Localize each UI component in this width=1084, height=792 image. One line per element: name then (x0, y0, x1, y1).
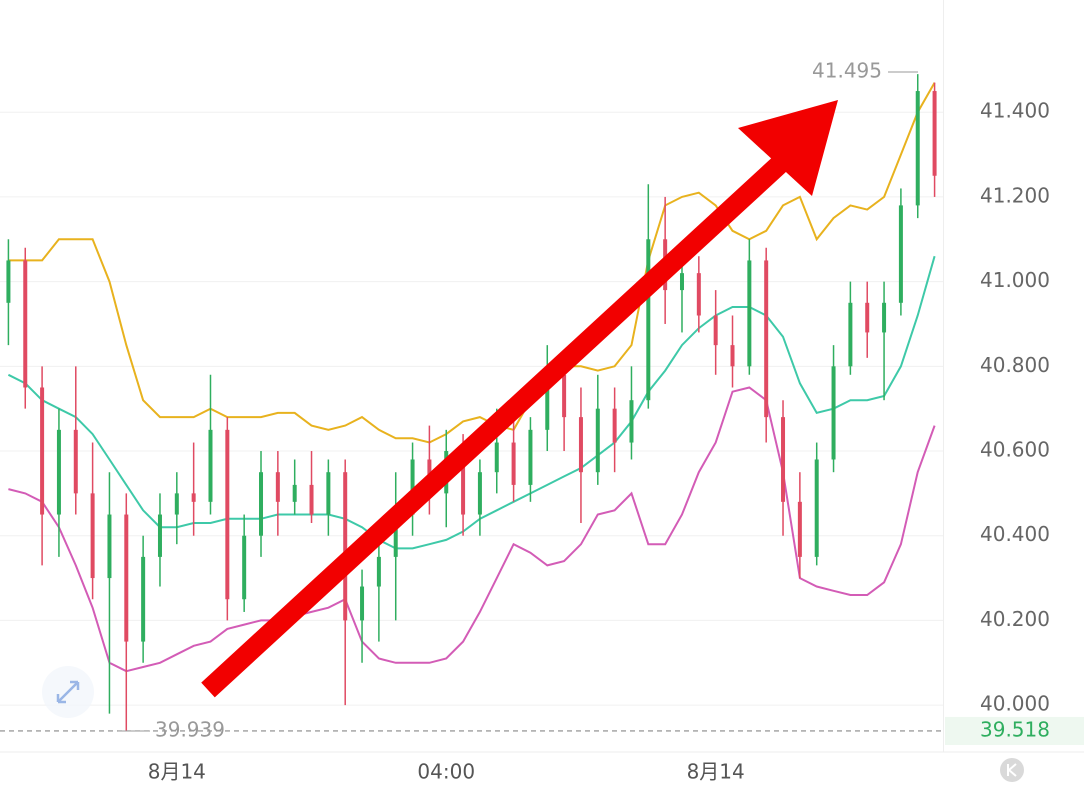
last-price-label: 39.518 (980, 717, 1050, 741)
candle-body (612, 408, 617, 443)
candle-body (107, 514, 112, 579)
candle-body (40, 387, 45, 515)
candle-body (376, 556, 381, 587)
y-tick-label: 41.400 (980, 99, 1050, 123)
min-label: 39.939 (155, 717, 225, 741)
candle-body (831, 366, 836, 460)
k-button[interactable] (1000, 758, 1024, 782)
y-tick-label: 40.000 (980, 692, 1050, 716)
candle-body (477, 472, 482, 515)
candle-body (259, 472, 264, 536)
y-tick-label: 41.000 (980, 268, 1050, 292)
k-icon[interactable] (1007, 763, 1017, 777)
candle-body (545, 374, 550, 430)
candle-body (814, 459, 819, 557)
candle-body (326, 472, 331, 515)
candle-body (882, 302, 887, 333)
candle-body (393, 514, 398, 557)
candle-body (90, 493, 95, 579)
candle-body (713, 315, 718, 346)
y-tick-label: 40.200 (980, 607, 1050, 631)
candle-body (562, 374, 567, 418)
band-line (7, 255, 936, 550)
candle-body (797, 501, 802, 557)
candle-body (764, 260, 769, 418)
candle-body (242, 535, 247, 600)
candle-body (915, 91, 920, 206)
candle-body (275, 472, 280, 502)
candle-body (225, 429, 230, 600)
candle-body (23, 260, 28, 388)
candle-body (461, 451, 466, 515)
expand-button[interactable] (42, 666, 94, 718)
candle-body (646, 239, 651, 401)
candle-body (898, 205, 903, 303)
y-tick-label: 40.400 (980, 522, 1050, 546)
candle-body (528, 429, 533, 485)
arrow-head (738, 100, 838, 196)
candle-body (343, 472, 348, 621)
k-button-bg[interactable] (1000, 758, 1024, 782)
y-tick-label: 40.600 (980, 438, 1050, 462)
candle-body (595, 408, 600, 473)
bands (7, 82, 936, 673)
candle-body (56, 429, 61, 515)
candle-body (208, 429, 213, 502)
x-tick-label: 04:00 (417, 760, 475, 784)
candle-body (191, 493, 196, 502)
candle-body (578, 417, 583, 473)
candle-body (747, 260, 752, 367)
band-line (8, 386, 936, 673)
last-price-box (945, 716, 1084, 745)
candle-body (865, 302, 870, 333)
candle-body (848, 302, 853, 367)
candle-body (73, 429, 78, 494)
arrow-shaft (201, 154, 789, 698)
candle-body (174, 493, 179, 515)
y-tick-label: 40.800 (980, 353, 1050, 377)
candle-body (511, 442, 516, 485)
candle-body (6, 260, 11, 303)
trend-arrow (201, 100, 838, 698)
candle-body (292, 484, 297, 502)
candle-body (309, 484, 314, 515)
band-line (8, 82, 936, 444)
candle-body (157, 514, 162, 557)
candle-body (932, 91, 937, 176)
candle-body (696, 273, 701, 316)
expand-icon[interactable] (56, 680, 80, 704)
candle-body (360, 586, 365, 621)
x-tick-label: 8月14 (148, 760, 206, 784)
candle-body (410, 459, 415, 515)
candle-body (124, 514, 129, 642)
candle-body (781, 417, 786, 502)
candle-body (141, 556, 146, 642)
candle-body (494, 442, 499, 473)
y-tick-label: 41.200 (980, 183, 1050, 207)
max-label: 41.495 (812, 58, 882, 82)
candle-body (679, 273, 684, 291)
candle-body (730, 345, 735, 367)
x-tick-label: 8月14 (687, 760, 745, 784)
annotations: 41.495 39.939 39.518 (0, 58, 1084, 745)
candle-body (629, 400, 634, 443)
